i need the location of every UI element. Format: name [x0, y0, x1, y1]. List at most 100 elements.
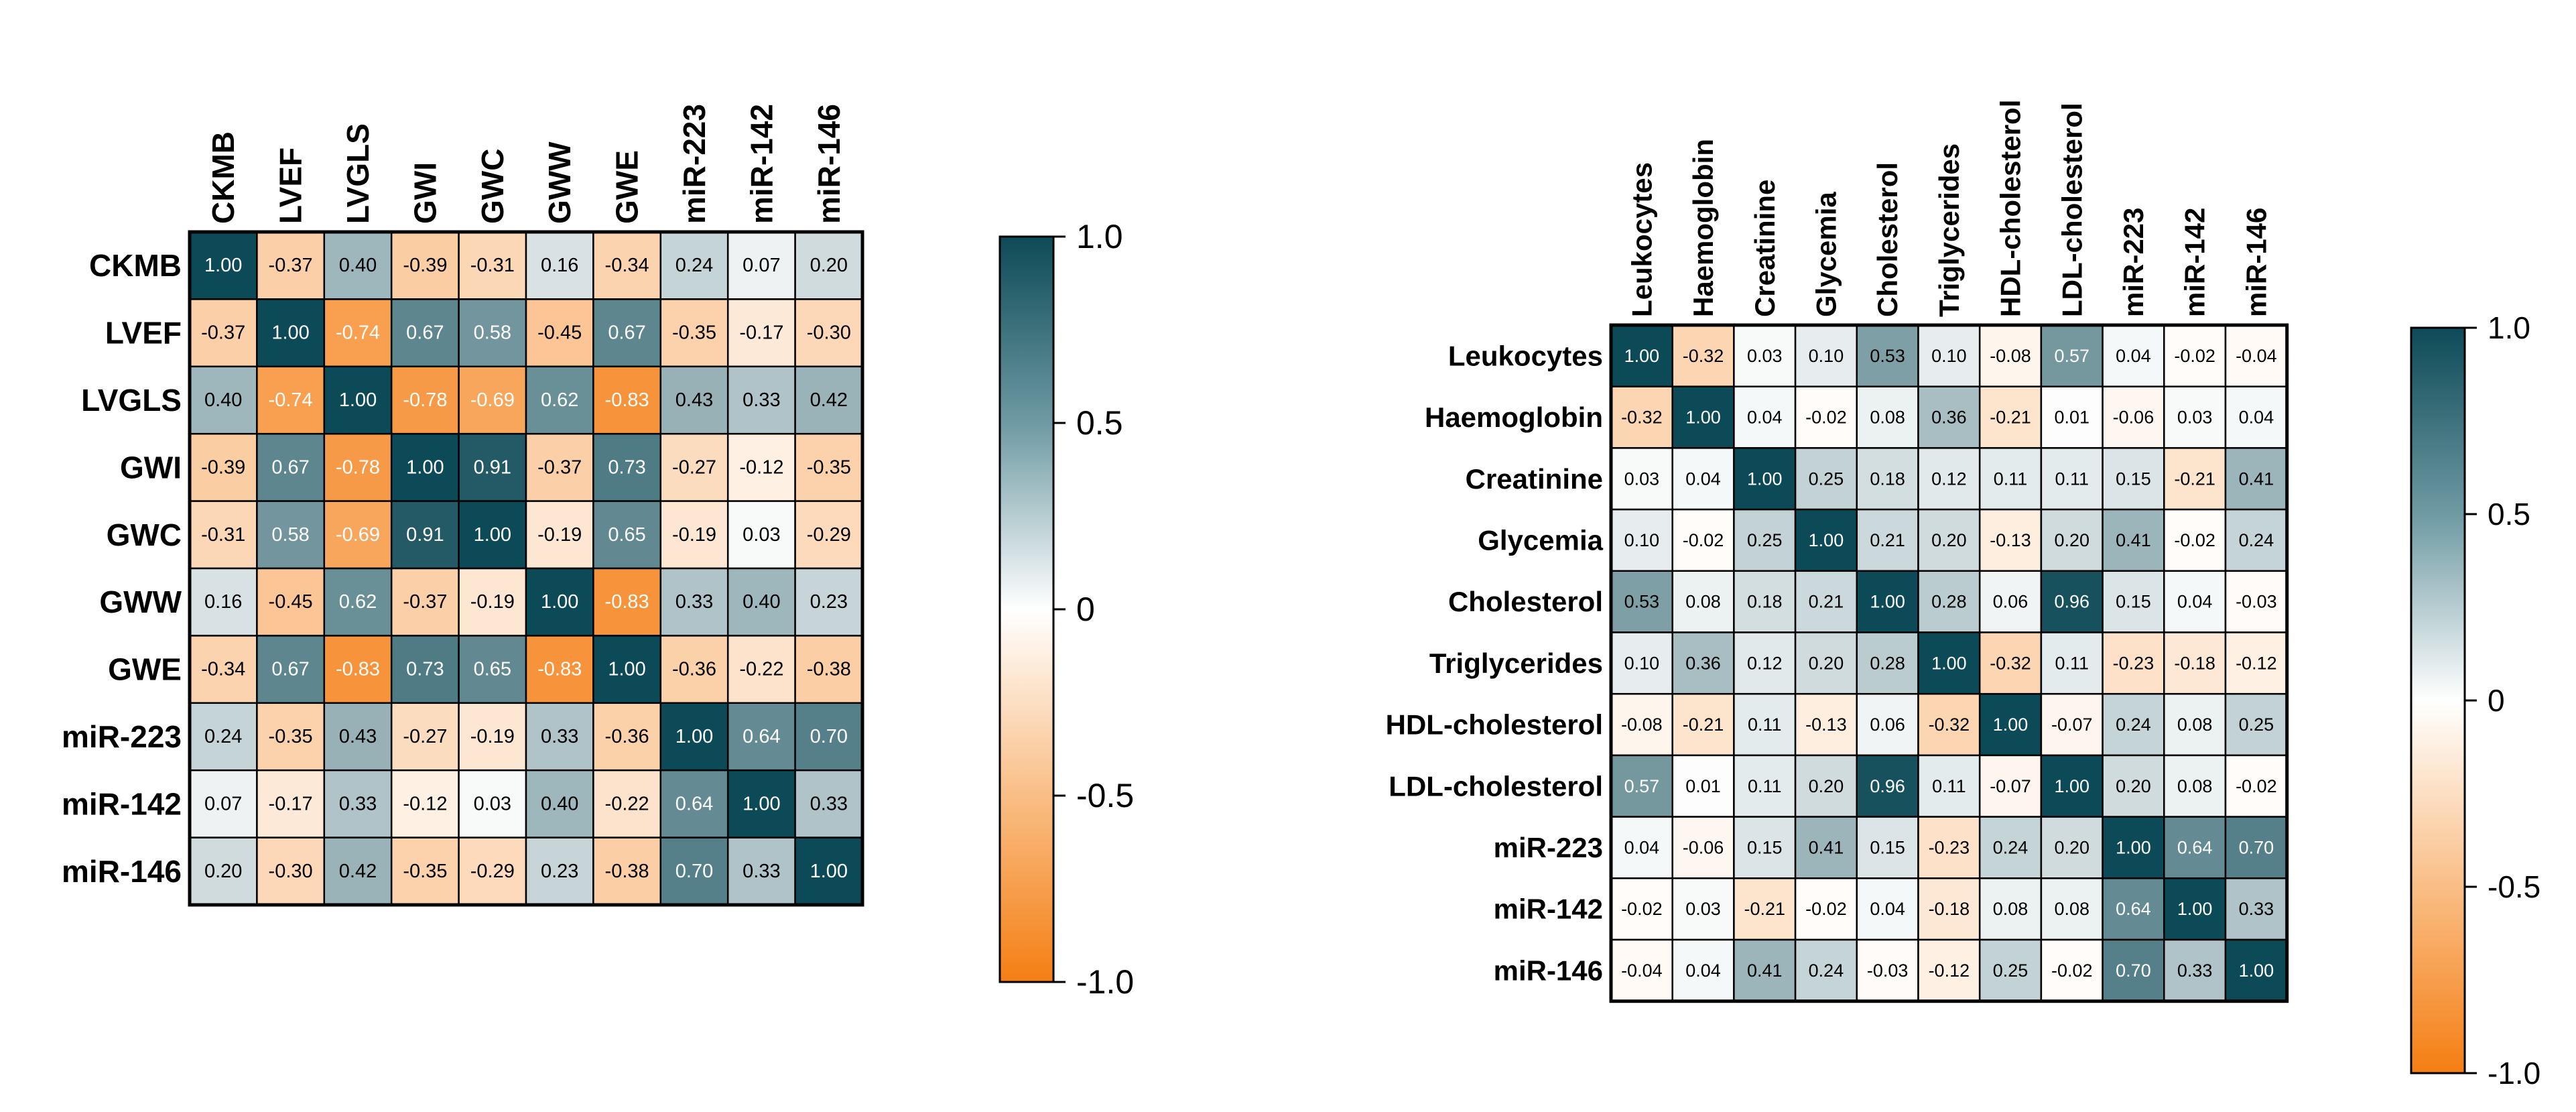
cell-value-label: -0.35 — [807, 456, 851, 478]
column-label: Triglycerides — [1933, 143, 1965, 317]
row-label: GWE — [108, 652, 182, 687]
heatmap-cell — [1978, 877, 2043, 941]
row-label: miR-223 — [1494, 832, 1603, 863]
cell-value-label: 0.03 — [1624, 469, 1660, 489]
cell-value-label: 0.24 — [675, 255, 713, 276]
cell-value-label: 0.23 — [541, 861, 578, 882]
cell-value-label: 0.23 — [810, 591, 848, 613]
heatmap-biochem-mirna: 1.00 -0.32 0.03 0.10 0.53 0.10 -0.08 0.57 0.04 -0… — [1386, 100, 2541, 1091]
heatmap-cell — [525, 567, 594, 637]
heatmap-cell — [458, 702, 527, 771]
column-label: CKMB — [206, 131, 241, 224]
heatmap-cell — [2102, 508, 2165, 572]
cell-value-label: 0.20 — [1809, 653, 1844, 673]
heatmap-cell — [256, 500, 326, 570]
row-label: LDL-cholesterol — [1389, 770, 1603, 802]
cell-value-label: 1.00 — [2054, 776, 2089, 796]
cell-value-label: -0.22 — [739, 659, 783, 680]
heatmap-cell — [1794, 508, 1858, 572]
column-label: Creatinine — [1749, 180, 1781, 317]
heatmap-cell — [659, 837, 729, 906]
cell-value-label: -0.03 — [2236, 592, 2277, 612]
column-label: miR-146 — [2240, 208, 2272, 317]
cell-value-label: 1.00 — [339, 389, 377, 411]
cell-value-label: 0.42 — [339, 861, 377, 882]
cell-value-label: -0.13 — [1990, 530, 2031, 550]
cell-value-label: 0.40 — [204, 389, 242, 411]
cell-value-label: 0.70 — [2239, 837, 2274, 857]
cell-value-label: 0.20 — [2054, 837, 2089, 857]
cell-value-label: 0.67 — [271, 659, 309, 680]
heatmap-cell — [2224, 570, 2288, 633]
cell-value-label: -0.02 — [1683, 530, 1724, 550]
cell-value-label: 0.04 — [1624, 837, 1660, 857]
heatmap-cell — [1856, 877, 1919, 941]
cell-value-label: 0.06 — [1993, 592, 2028, 612]
cell-value-label: -0.07 — [1990, 776, 2031, 796]
cell-value-label: -0.19 — [470, 726, 515, 747]
column-label: GWI — [407, 162, 442, 224]
cell-value-label: -0.18 — [1929, 899, 1970, 919]
cell-value-label: -0.31 — [201, 524, 245, 546]
cell-value-label: 0.08 — [2177, 776, 2213, 796]
heatmap-cell — [256, 769, 326, 839]
cell-value-label: -0.45 — [537, 322, 582, 344]
heatmap-cell — [659, 231, 729, 300]
cell-value-label: 0.57 — [1624, 776, 1660, 796]
cell-value-label: 0.42 — [810, 389, 848, 411]
cell-value-label: 1.00 — [541, 591, 578, 613]
cell-value-label: 0.73 — [406, 659, 444, 680]
heatmap-cell — [1978, 754, 2043, 818]
cell-value-label: 0.64 — [2116, 899, 2151, 919]
heatmap-cell — [1978, 385, 2043, 449]
heatmap-cell — [2163, 447, 2227, 511]
heatmap-cell — [659, 298, 729, 368]
heatmap-cell — [592, 702, 662, 771]
cell-value-label: -0.19 — [470, 591, 515, 613]
cell-value-label: 1.00 — [675, 726, 713, 747]
cell-value-label: -0.02 — [2051, 961, 2093, 981]
cell-value-label: 0.40 — [339, 255, 377, 276]
cell-value-label: -0.78 — [336, 456, 380, 478]
cell-value-label: 0.03 — [743, 524, 780, 546]
heatmap-cell — [2040, 754, 2104, 818]
column-label: miR-142 — [744, 104, 779, 224]
cell-value-label: 0.07 — [204, 793, 242, 814]
colorbar-tick-label: -0.5 — [1076, 777, 1134, 814]
cell-value-label: 0.21 — [1809, 592, 1844, 612]
cell-value-label: 0.11 — [1748, 715, 1782, 735]
column-label: miR-223 — [2118, 208, 2149, 317]
heatmap-cell — [1917, 324, 1981, 387]
cell-value-label: 0.64 — [675, 793, 713, 814]
cell-value-label: -0.23 — [2113, 653, 2154, 673]
cell-value-label: -0.21 — [1683, 715, 1724, 735]
heatmap-cell — [2040, 508, 2104, 572]
row-label: Leukocytes — [1448, 340, 1603, 371]
cell-value-label: -0.08 — [1621, 715, 1663, 735]
cell-value-label: -0.12 — [739, 456, 783, 478]
heatmap-cell — [1794, 754, 1858, 818]
cell-value-label: 0.24 — [1993, 837, 2028, 857]
cell-value-label: 0.24 — [204, 726, 242, 747]
cell-value-label: 0.08 — [1870, 408, 1905, 428]
heatmap-cell — [592, 365, 662, 435]
cell-value-label: 1.00 — [1931, 653, 1967, 673]
row-label: GWC — [107, 517, 182, 552]
heatmap-cell — [726, 298, 796, 368]
heatmap-cell — [592, 432, 662, 502]
cell-value-label: -0.34 — [201, 659, 245, 680]
column-label: miR-142 — [2179, 208, 2211, 317]
cell-value-label: 0.10 — [1624, 530, 1660, 550]
heatmap-cell — [1917, 938, 1981, 1002]
cell-value-label: -0.27 — [672, 456, 716, 478]
column-label: GWC — [475, 149, 510, 224]
cell-value-label: -0.78 — [403, 389, 447, 411]
cell-value-label: 0.08 — [1993, 899, 2028, 919]
cell-value-label: -0.19 — [537, 524, 582, 546]
heatmap-cell — [525, 702, 594, 771]
colorbar-tick-label: 0.5 — [1076, 404, 1123, 442]
cell-value-label: -0.35 — [672, 322, 716, 344]
cell-value-label: 0.25 — [1809, 469, 1844, 489]
cell-value-label: 0.33 — [541, 726, 578, 747]
